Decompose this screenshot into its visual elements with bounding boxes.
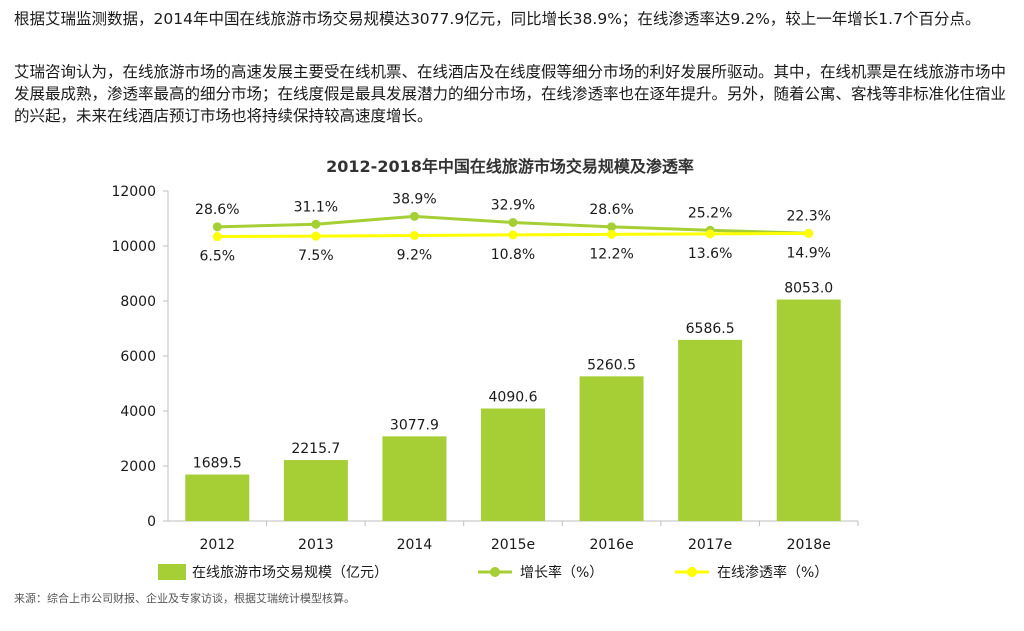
series-point xyxy=(311,231,321,241)
x-tick-label: 2012 xyxy=(199,537,235,553)
penetration-rate-label: 12.2% xyxy=(589,246,633,262)
legend-swatch-point xyxy=(490,567,500,577)
penetration-rate-label: 10.8% xyxy=(491,247,535,263)
bar xyxy=(283,460,348,521)
series-point xyxy=(607,222,617,232)
y-tick-label: 8000 xyxy=(120,294,156,310)
intro-paragraph-2: 艾瑞咨询认为，在线旅游市场的高速发展主要受在线机票、在线酒店及在线度假等细分市场… xyxy=(14,63,1007,125)
chart-title: 2012-2018年中国在线旅游市场交易规模及渗透率 xyxy=(326,157,694,176)
bar-value-label: 4090.6 xyxy=(489,390,538,406)
growth-rate-label: 38.9% xyxy=(392,191,436,207)
growth-rate-label: 31.1% xyxy=(294,199,338,215)
growth-rate-label: 25.2% xyxy=(688,205,732,221)
y-tick-label: 12000 xyxy=(111,184,156,200)
growth-rate-label: 28.6% xyxy=(589,202,633,218)
x-tick-label: 2014 xyxy=(397,537,433,553)
penetration-rate-label: 7.5% xyxy=(298,248,334,264)
y-tick-label: 10000 xyxy=(111,239,156,255)
x-tick-label: 2015e xyxy=(491,537,535,553)
series-point xyxy=(804,228,814,238)
bar xyxy=(678,339,743,521)
intro-paragraph-1: 根据艾瑞监测数据，2014年中国在线旅游市场交易规模达3077.9亿元，同比增长… xyxy=(14,10,981,28)
bar xyxy=(481,408,545,521)
legend-label: 在线旅游市场交易规模（亿元） xyxy=(192,564,388,581)
series-point xyxy=(508,217,518,227)
y-tick-label: 0 xyxy=(147,514,156,530)
y-tick-label: 4000 xyxy=(120,404,156,420)
legend-swatch-bar xyxy=(158,564,186,580)
y-tick-label: 6000 xyxy=(120,349,156,365)
bar xyxy=(185,474,250,521)
penetration-rate-label: 6.5% xyxy=(199,249,235,265)
source-note: 来源：综合上市公司财报、企业及专家访谈，根据艾瑞统计模型核算。 xyxy=(14,592,355,605)
series-point xyxy=(212,222,222,232)
x-tick-label: 2018e xyxy=(787,537,831,553)
bar-value-label: 3077.9 xyxy=(390,417,439,433)
legend-label: 在线渗透率（%） xyxy=(717,564,828,581)
bar-value-label: 1689.5 xyxy=(193,456,242,472)
series-point xyxy=(607,229,617,239)
growth-rate-label: 28.6% xyxy=(195,202,239,218)
x-tick-label: 2017e xyxy=(688,537,732,553)
series-point xyxy=(409,231,419,241)
series-point xyxy=(212,232,222,242)
legend-swatch-point xyxy=(687,567,697,577)
bar xyxy=(776,299,841,521)
bar xyxy=(382,436,447,521)
bar-value-label: 5260.5 xyxy=(587,357,636,373)
bar-value-label: 6586.5 xyxy=(686,321,735,337)
penetration-rate-label: 9.2% xyxy=(397,248,433,264)
penetration-rate-label: 13.6% xyxy=(688,246,732,262)
bar-value-label: 8053.0 xyxy=(784,281,833,297)
penetration-rate-label: 14.9% xyxy=(786,245,830,261)
y-tick-label: 2000 xyxy=(120,459,156,475)
series-point xyxy=(409,211,419,221)
series-point xyxy=(311,219,321,229)
bar xyxy=(579,376,644,521)
series-point xyxy=(508,230,518,240)
series-point xyxy=(705,229,715,239)
growth-rate-label: 32.9% xyxy=(491,197,535,213)
bar-value-label: 2215.7 xyxy=(291,441,340,457)
x-tick-label: 2016e xyxy=(589,537,633,553)
x-tick-label: 2013 xyxy=(298,537,334,553)
legend-label: 增长率（%） xyxy=(520,564,603,581)
growth-rate-label: 22.3% xyxy=(786,208,830,224)
